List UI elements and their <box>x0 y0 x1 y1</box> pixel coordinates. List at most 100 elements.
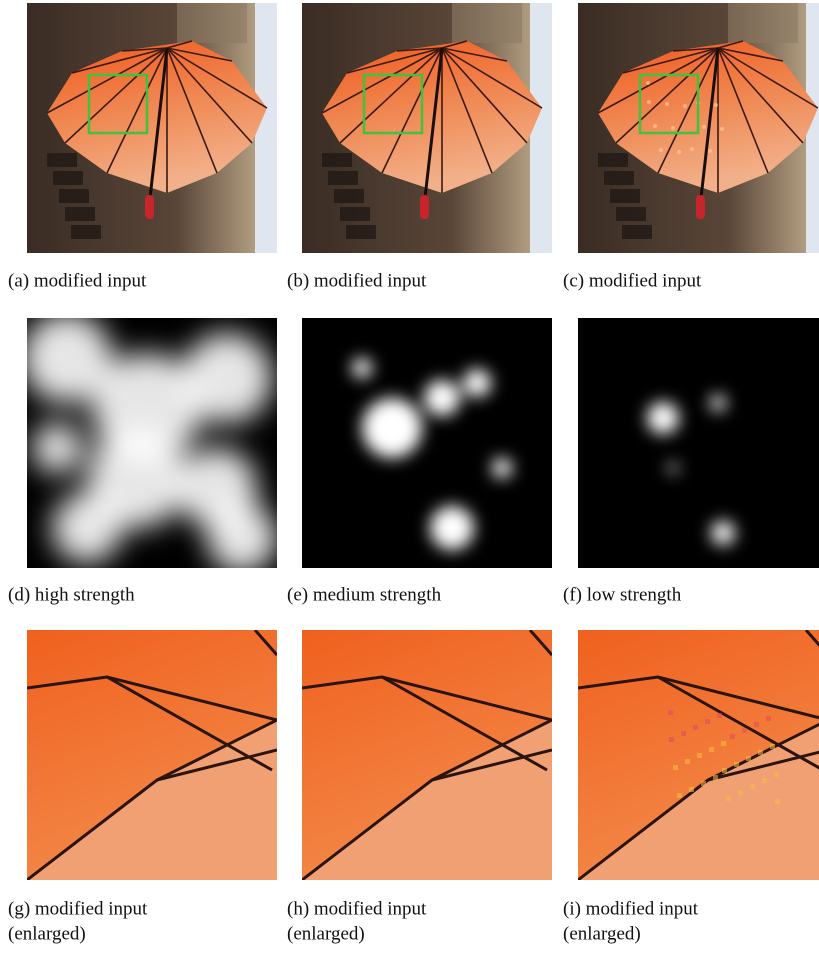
caption: (h) modified input <box>287 898 427 919</box>
artifact <box>653 124 657 128</box>
artifact <box>717 713 722 718</box>
window <box>322 153 352 167</box>
enlarged-patch <box>302 630 552 880</box>
artifact <box>647 100 651 104</box>
artifact <box>646 81 650 85</box>
window <box>334 189 364 203</box>
balcony <box>452 3 522 43</box>
umbrella-handle <box>420 195 429 219</box>
artifact <box>669 737 674 742</box>
heat-blob <box>32 423 82 473</box>
enlarged-patch <box>578 630 819 880</box>
artifact <box>770 744 775 749</box>
heatmap-background <box>302 318 552 568</box>
artifact <box>681 731 686 736</box>
artifact <box>668 710 673 715</box>
artifact <box>720 127 724 131</box>
artifact <box>683 104 687 108</box>
heatmap-background <box>578 318 819 568</box>
window <box>71 225 101 239</box>
heat-blob <box>463 369 491 397</box>
artifact <box>673 765 678 770</box>
artifact <box>689 787 694 792</box>
caption: (enlarged) <box>8 923 86 944</box>
window <box>346 225 376 239</box>
window <box>604 171 634 185</box>
panel: (f) low strength <box>563 318 819 605</box>
panel: (i) modified input (enlarged) <box>563 630 819 944</box>
artifact <box>690 147 694 151</box>
artifact <box>726 796 731 801</box>
caption: (b) modified input <box>287 270 427 291</box>
window <box>328 171 358 185</box>
artifact <box>734 762 739 767</box>
window <box>47 153 77 167</box>
figure: (a) modified input (b) modified input (c) … <box>0 0 819 953</box>
heat-blob <box>492 458 512 478</box>
caption: (enlarged) <box>563 923 641 944</box>
window <box>53 171 83 185</box>
panel: (g) modified input (enlarged) <box>8 630 277 944</box>
artifact <box>714 103 718 107</box>
window <box>340 207 370 221</box>
heat-blob <box>352 358 372 378</box>
artifact <box>701 781 706 786</box>
artifact <box>742 728 747 733</box>
caption: (c) modified input <box>563 270 702 291</box>
heat-blob <box>710 395 726 411</box>
panel: (h) modified input (enlarged) <box>287 630 552 944</box>
artifact <box>774 772 779 777</box>
heat-blob <box>424 380 460 416</box>
heat-blob <box>430 506 474 550</box>
heat-blob <box>207 503 277 573</box>
caption: (a) modified input <box>8 270 147 291</box>
caption: (i) modified input <box>563 898 699 919</box>
window <box>598 153 628 167</box>
caption: (e) medium strength <box>287 584 442 605</box>
artifact <box>775 799 780 804</box>
artifact <box>766 716 771 721</box>
heat-blob <box>182 333 272 423</box>
artifact <box>659 148 663 152</box>
artifact <box>758 750 763 755</box>
artifact <box>697 753 702 758</box>
artifact <box>746 756 751 761</box>
artifact <box>677 150 681 154</box>
panel: (e) medium strength <box>287 318 552 605</box>
artifact <box>693 725 698 730</box>
artifact <box>750 784 755 789</box>
window <box>622 225 652 239</box>
artifact <box>713 775 718 780</box>
caption: (d) high strength <box>8 584 135 605</box>
heat-blob <box>362 398 422 458</box>
artifact <box>722 768 727 773</box>
artifact <box>721 741 726 746</box>
caption: (f) low strength <box>563 584 682 605</box>
balcony <box>177 3 247 43</box>
panel: (d) high strength <box>8 313 277 605</box>
balcony <box>728 3 798 43</box>
panel: (c) modified input <box>563 3 819 291</box>
artifact <box>671 126 675 130</box>
window <box>65 207 95 221</box>
artifact <box>730 734 735 739</box>
artifact <box>762 778 767 783</box>
panel: (a) modified input <box>8 3 277 291</box>
window <box>616 207 646 221</box>
umbrella-handle <box>145 195 154 219</box>
heat-blob <box>52 493 122 563</box>
umbrella-handle <box>696 195 705 219</box>
caption: (g) modified input <box>8 898 148 919</box>
artifact <box>705 719 710 724</box>
window <box>610 189 640 203</box>
caption: (enlarged) <box>287 923 365 944</box>
enlarged-patch <box>27 630 277 880</box>
heat-blob <box>711 521 735 545</box>
artifact <box>754 722 759 727</box>
heat-blob <box>668 463 678 473</box>
artifact <box>685 759 690 764</box>
artifact <box>708 149 712 153</box>
artifact <box>702 125 706 129</box>
artifact <box>677 793 682 798</box>
panel: (b) modified input <box>287 3 552 291</box>
